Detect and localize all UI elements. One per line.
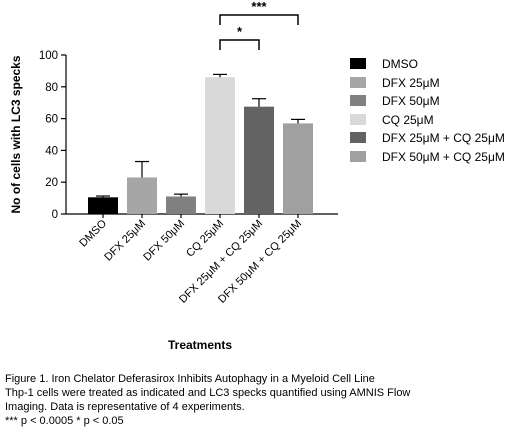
caption-line: Imaging. Data is representative of 4 exp… xyxy=(5,401,245,413)
x-tick-label: DFX 25μM xyxy=(102,218,148,264)
legend-swatch-dmso xyxy=(350,58,366,69)
legend-label: DFX 50μM xyxy=(382,94,440,108)
legend-label: DFX 25μM + CQ 25μM xyxy=(382,131,505,145)
significance-bracket xyxy=(219,14,299,25)
y-tick-label: 60 xyxy=(45,114,58,126)
significance-bracket xyxy=(219,39,260,50)
legend-label: DFX 50μM + CQ 25μM xyxy=(382,149,505,164)
y-tick-label: 80 xyxy=(45,82,58,94)
y-tick-label: 40 xyxy=(45,145,58,157)
legend-swatch-dfx50-cq25 xyxy=(350,150,366,162)
x-axis-title: Treatments xyxy=(168,338,232,352)
legend-swatch-dfx25-cq25 xyxy=(350,132,366,143)
bar xyxy=(244,106,274,214)
bar xyxy=(166,196,196,214)
x-tick-label: DFX 50μM xyxy=(141,218,187,264)
y-tick-label: 0 xyxy=(52,209,58,221)
bar xyxy=(205,77,235,214)
legend-swatch-cq25 xyxy=(350,113,366,125)
significance-label: * xyxy=(237,24,243,39)
legend-label: DFX 25μM xyxy=(382,75,440,90)
bar-chart: 0 20 40 60 80 100 DMSO DFX 25μM DFX 50μM CQ 25μM D… xyxy=(9,0,505,352)
caption-significance-key: *** p < 0.0005 * p < 0.05 xyxy=(5,415,124,427)
significance-label: *** xyxy=(251,0,267,14)
caption-line: Thp-1 cells were treated as indicated an… xyxy=(5,387,411,399)
bar xyxy=(283,123,313,214)
legend-swatch-dfx50 xyxy=(350,95,366,106)
caption-title: Figure 1. Iron Chelator Deferasirox Inhi… xyxy=(5,373,375,385)
bar xyxy=(88,197,118,214)
y-tick-label: 20 xyxy=(45,177,58,189)
y-tick-label: 100 xyxy=(39,50,58,62)
y-axis-title: No of cells with LC3 specks xyxy=(9,55,23,213)
x-tick-label: DMSO xyxy=(77,217,109,249)
legend-label: CQ 25μM xyxy=(382,112,434,127)
legend-swatch-dfx25 xyxy=(350,76,366,88)
legend-label: DMSO xyxy=(382,57,418,71)
figure-caption: Figure 1. Iron Chelator Deferasirox Inhi… xyxy=(5,372,515,428)
bar xyxy=(127,177,157,214)
